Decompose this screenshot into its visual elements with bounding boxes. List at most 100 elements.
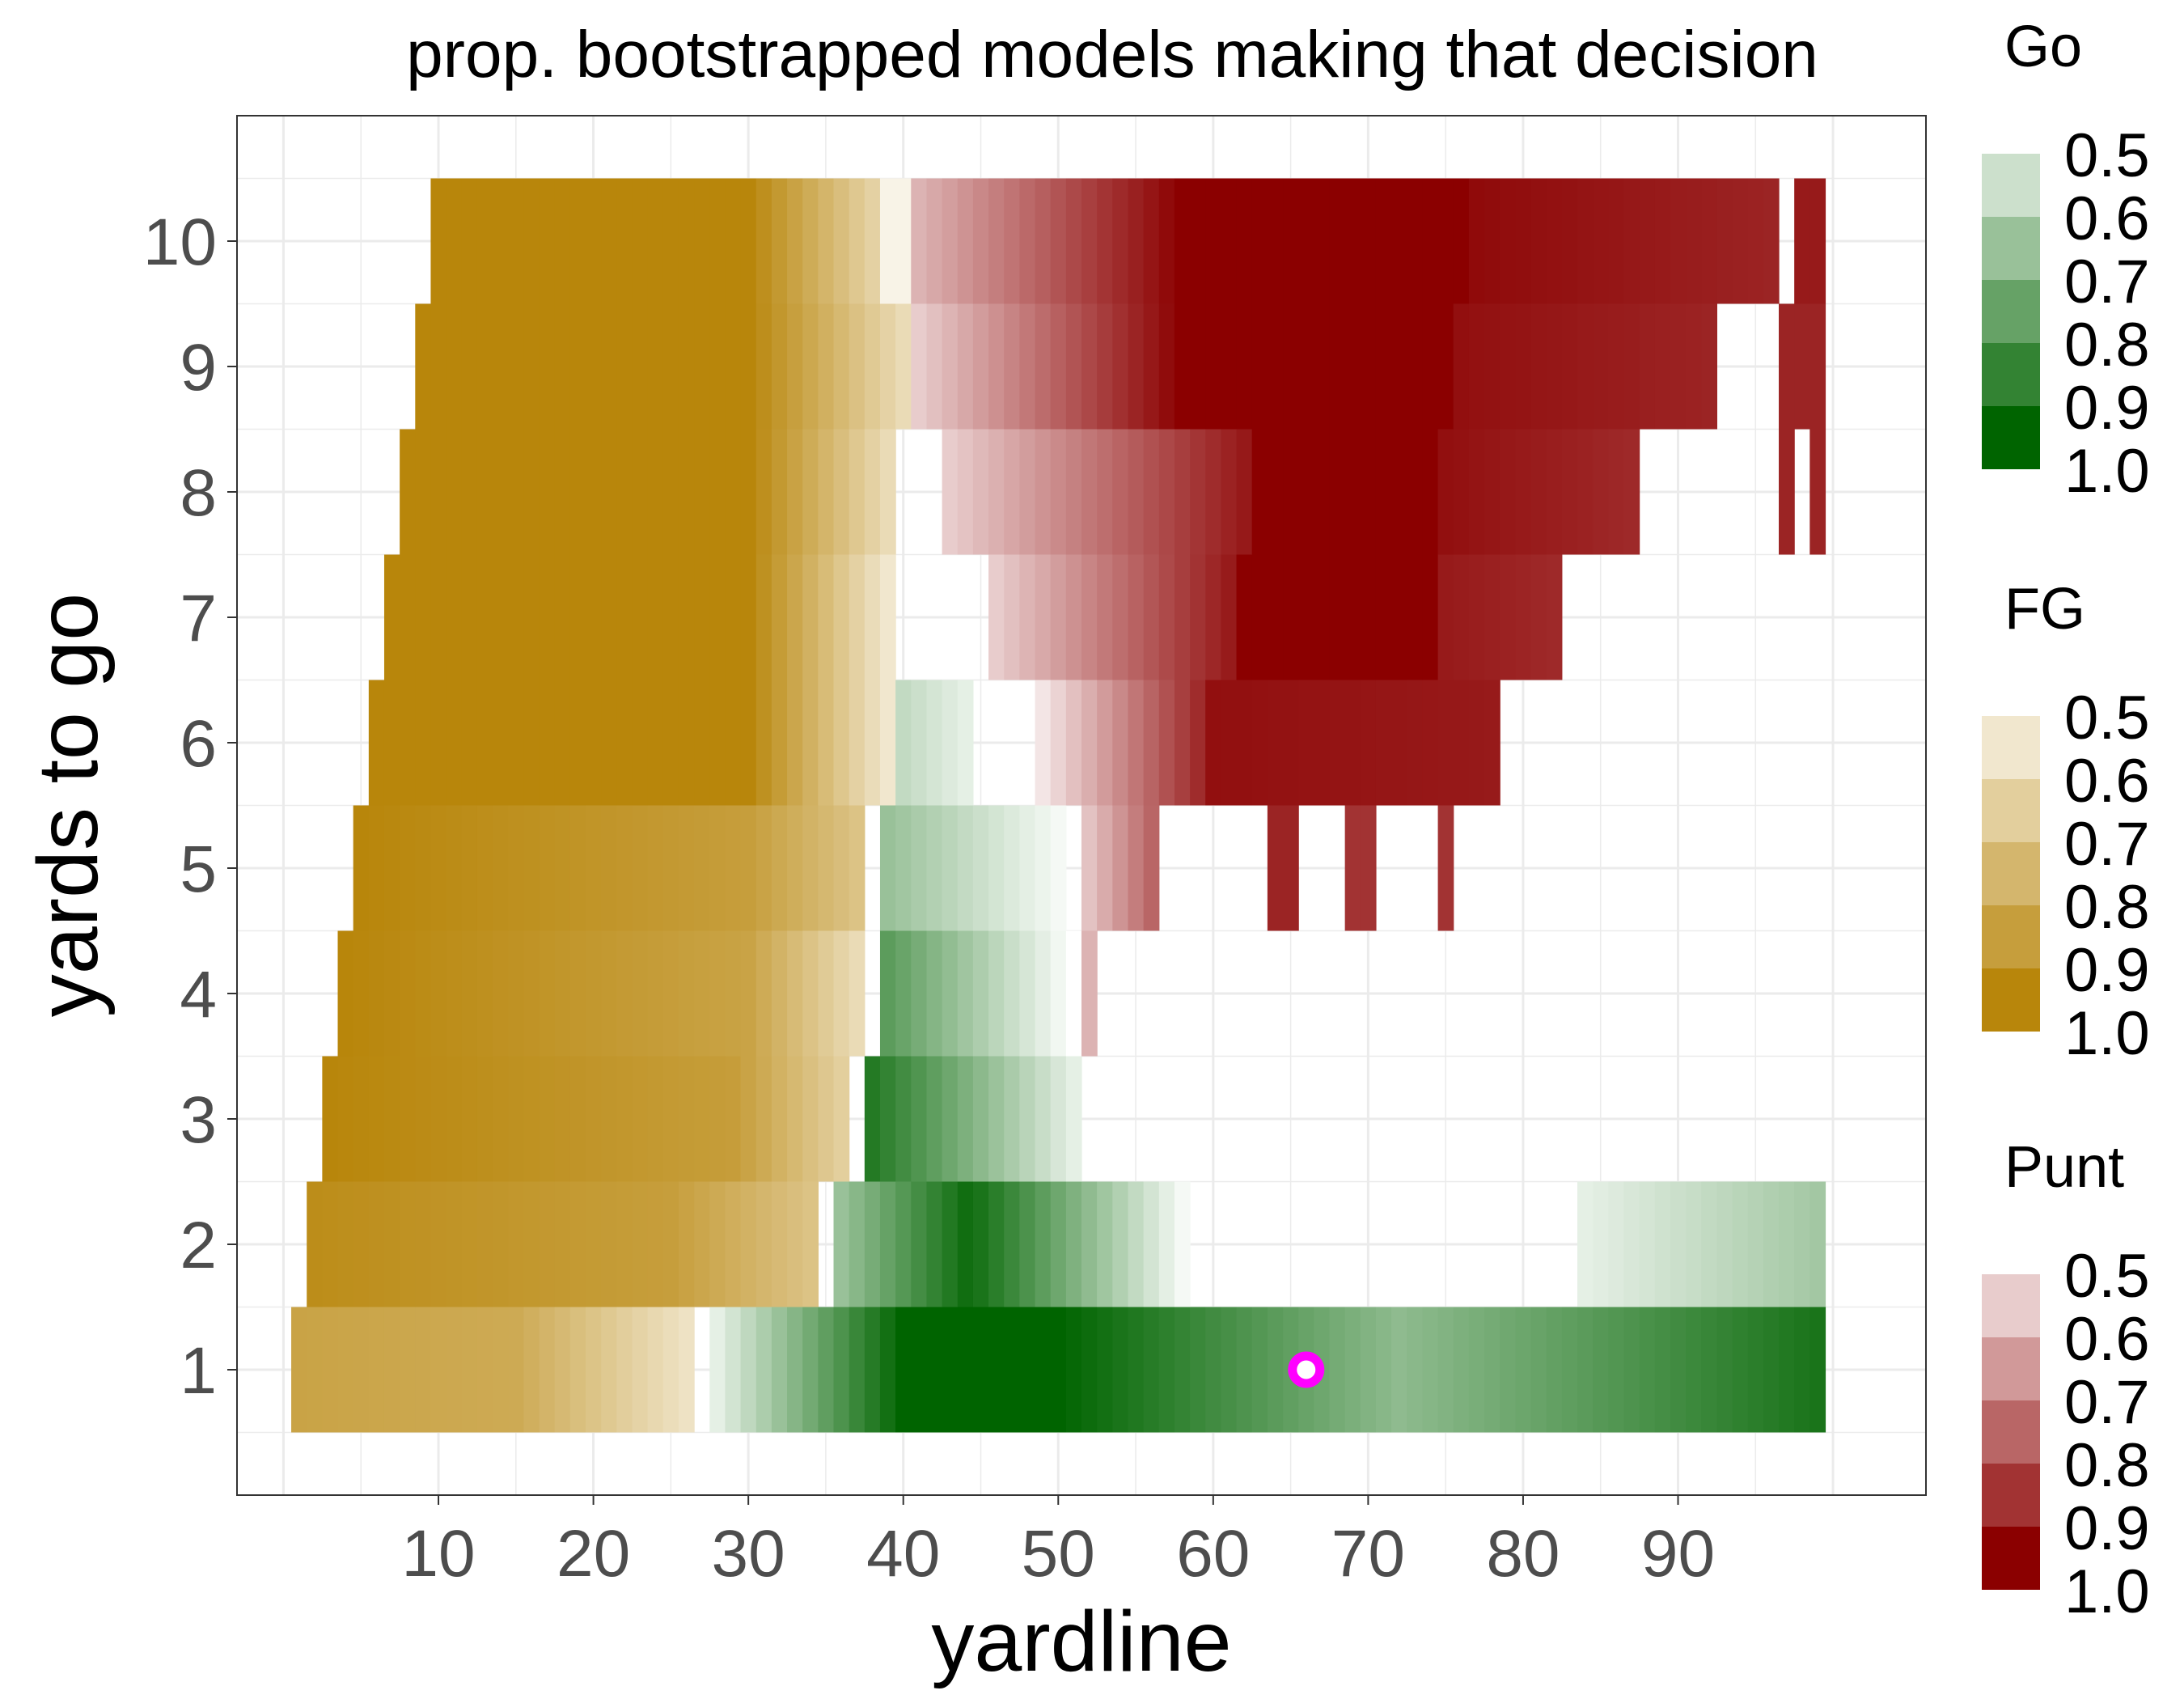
heatmap-cell — [1283, 303, 1299, 430]
legend-label: 0.8 — [2064, 1431, 2150, 1500]
heatmap-cell — [709, 930, 726, 1057]
heatmap-cell — [849, 429, 866, 555]
heatmap-cell — [1577, 1181, 1594, 1307]
heatmap-cell — [895, 1181, 912, 1307]
heatmap-cell — [942, 178, 959, 304]
heatmap-cell — [1329, 554, 1346, 680]
heatmap-cell — [740, 930, 757, 1057]
heatmap-cell — [446, 930, 463, 1057]
heatmap-cell — [601, 1056, 617, 1182]
heatmap-cell — [1112, 1181, 1129, 1307]
heatmap-cell — [1251, 429, 1268, 555]
heatmap-cell — [1019, 1056, 1036, 1182]
legend-key — [1982, 1527, 2040, 1590]
legend-label: 0.6 — [2064, 747, 2150, 816]
heatmap-cell — [1050, 1056, 1067, 1182]
heatmap-cell — [818, 805, 835, 931]
heatmap-cell — [1065, 930, 1082, 1057]
heatmap-cell — [1654, 1307, 1671, 1433]
heatmap-cell — [1035, 805, 1052, 931]
heatmap-cell — [1128, 554, 1145, 680]
heatmap-cell — [554, 1307, 571, 1433]
heatmap-cell — [1639, 1181, 1656, 1307]
heatmap-cell — [446, 805, 463, 931]
heatmap-cell — [616, 178, 633, 304]
heatmap-cell — [1158, 429, 1175, 555]
heatmap-cell — [601, 805, 617, 931]
heatmap-cell — [1158, 1307, 1175, 1433]
heatmap-cell — [1267, 554, 1284, 680]
heatmap-cell — [1391, 429, 1407, 555]
heatmap-cell — [586, 178, 602, 304]
legend-key — [1982, 1274, 2040, 1337]
heatmap-cell — [461, 554, 478, 680]
heatmap-cell — [307, 1181, 323, 1307]
heatmap-cell — [1050, 680, 1067, 806]
heatmap-cell — [911, 1181, 928, 1307]
heatmap-cell — [1019, 805, 1036, 931]
heatmap-cell — [647, 429, 664, 555]
heatmap-cell — [771, 680, 788, 806]
heatmap-cell — [1004, 1181, 1020, 1307]
heatmap-cell — [1608, 303, 1625, 430]
heatmap-cell — [1593, 1307, 1609, 1433]
heatmap-cell — [1407, 554, 1424, 680]
legend-label: 0.7 — [2064, 810, 2150, 879]
legend-key — [1982, 154, 2040, 217]
heatmap-cell — [1143, 303, 1160, 430]
heatmap-cell — [1500, 1307, 1516, 1433]
heatmap-cell — [1375, 303, 1392, 430]
heatmap-cell — [1577, 1307, 1594, 1433]
legend-key — [1982, 1464, 2040, 1527]
heatmap-cell — [1283, 805, 1299, 931]
heatmap-cell — [1422, 178, 1439, 304]
heatmap-cell — [430, 429, 447, 555]
heatmap-cell — [662, 554, 679, 680]
heatmap-cell — [383, 1307, 400, 1433]
heatmap-cell — [1251, 680, 1268, 806]
heatmap-cell — [569, 1056, 586, 1182]
heatmap-cell — [493, 178, 509, 304]
heatmap-cell — [1236, 178, 1253, 304]
y-axis-ticks: 1 2 3 4 5 6 7 8 9 10 — [143, 205, 237, 1408]
legend-label: 0.9 — [2064, 374, 2150, 443]
heatmap-cell — [1747, 1181, 1764, 1307]
heatmap-cell — [957, 429, 974, 555]
heatmap-cell — [1267, 680, 1284, 806]
legend-key — [1982, 842, 2040, 905]
heatmap-cell — [756, 429, 772, 555]
heatmap-cell — [1158, 303, 1175, 430]
legend-key — [1982, 406, 2040, 469]
heatmap-cell — [694, 303, 710, 430]
heatmap-cell — [1221, 303, 1238, 430]
heatmap-cell — [972, 178, 989, 304]
legend-title: Go — [2004, 15, 2082, 79]
heatmap-cell — [725, 1056, 742, 1182]
heatmap-cell — [1314, 178, 1331, 304]
heatmap-cell — [1344, 680, 1361, 806]
legend-key — [1982, 217, 2040, 280]
heatmap-cell — [678, 805, 695, 931]
heatmap-cell — [554, 554, 571, 680]
heatmap-cell — [1437, 429, 1454, 555]
heatmap-cell — [756, 680, 772, 806]
heatmap-cell — [1081, 1307, 1098, 1433]
heatmap-cell — [647, 930, 664, 1057]
heatmap-cell — [818, 1307, 835, 1433]
heatmap-cell — [1174, 554, 1191, 680]
heatmap-cell — [1004, 178, 1020, 304]
heatmap-cell — [1623, 1307, 1640, 1433]
heatmap-cell — [1407, 1307, 1424, 1433]
heatmap-cell — [1453, 680, 1470, 806]
heatmap-cell — [849, 1307, 866, 1433]
heatmap-cell — [1716, 178, 1733, 304]
heatmap-cell — [972, 429, 989, 555]
chart-title: prop. bootstrapped models making that de… — [406, 18, 1818, 91]
heatmap-cell — [1190, 178, 1206, 304]
heatmap-cell — [911, 303, 928, 430]
heatmap-cell — [1050, 178, 1067, 304]
heatmap-cell — [818, 429, 835, 555]
heatmap-cell — [446, 554, 463, 680]
heatmap-cell — [895, 805, 912, 931]
heatmap-cell — [647, 1056, 664, 1182]
